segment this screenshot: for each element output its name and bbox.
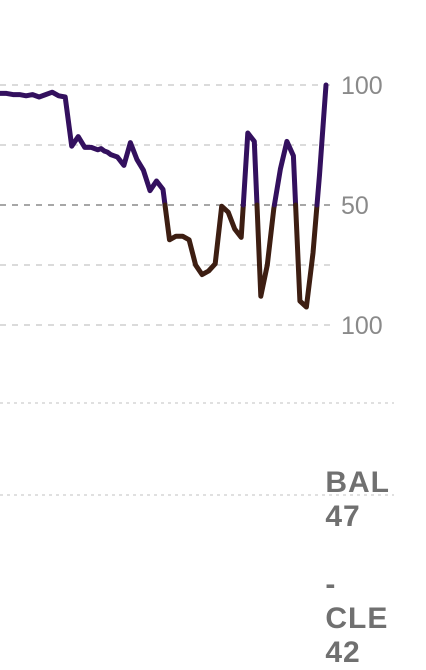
series-line-below bbox=[162, 202, 246, 278]
series-line-above bbox=[0, 89, 168, 208]
y-tick-label: 100 bbox=[341, 312, 383, 340]
y-tick-label: 100 bbox=[341, 72, 383, 100]
series-line-below bbox=[293, 202, 320, 310]
series-line-above bbox=[314, 82, 329, 208]
series-line-above bbox=[240, 130, 260, 208]
win-probability-chart: 100 50 100 bbox=[0, 72, 394, 496]
team2-score: 42 bbox=[325, 636, 361, 669]
score-summary: BAL 47 - CLE 42 bbox=[307, 432, 390, 670]
series-line-above bbox=[271, 138, 299, 208]
score-separator: - bbox=[325, 568, 337, 601]
team1-score: 47 bbox=[325, 500, 361, 533]
series-line-below bbox=[254, 202, 277, 299]
team2-abbr: CLE bbox=[325, 602, 389, 635]
probability-lines bbox=[0, 82, 329, 310]
team1-abbr: BAL bbox=[325, 466, 390, 499]
y-axis-ticks: 100 50 100 bbox=[341, 72, 383, 340]
y-tick-label: 50 bbox=[341, 192, 369, 220]
